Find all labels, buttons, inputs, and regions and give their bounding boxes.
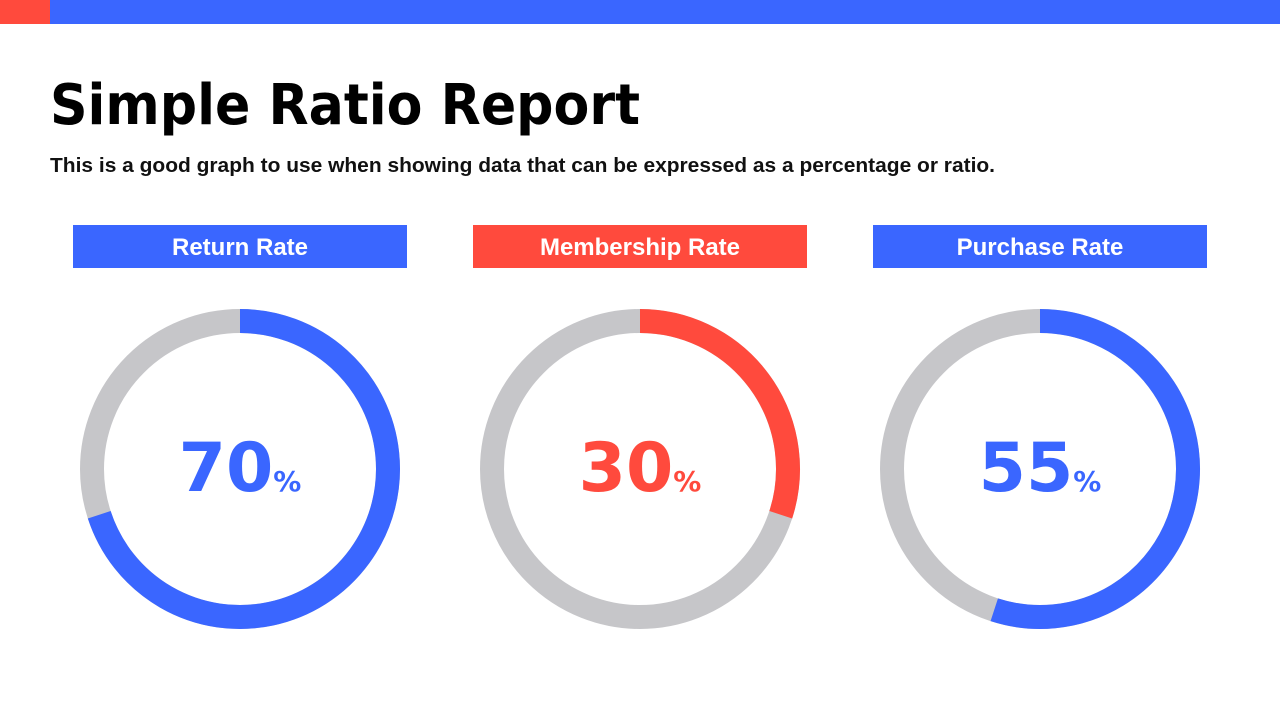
value-number: 70 — [179, 429, 274, 508]
value-label: 55% — [979, 429, 1102, 508]
chart-title: Membership Rate — [540, 234, 740, 261]
chart-title: Purchase Rate — [957, 234, 1124, 261]
value-label: 70% — [179, 429, 302, 508]
top-bar — [0, 0, 1280, 24]
donut-chart: Return Rate 70% — [73, 225, 407, 629]
value-unit: % — [273, 465, 301, 498]
value-number: 55 — [979, 429, 1074, 508]
chart-header — [73, 225, 407, 268]
chart-header — [873, 225, 1207, 268]
donut-arc — [990, 309, 1200, 629]
donut-chart: Membership Rate 30% — [473, 225, 807, 629]
chart-header — [473, 225, 807, 268]
top-bar-accent — [0, 0, 50, 24]
donut-arc — [87, 309, 400, 629]
value-unit: % — [1073, 465, 1101, 498]
page-title: Simple Ratio Report — [50, 73, 640, 138]
page-subtitle: This is a good graph to use when showing… — [50, 155, 995, 177]
donut-arc — [639, 309, 800, 519]
value-number: 30 — [579, 429, 674, 508]
donut-chart: Purchase Rate 55% — [873, 225, 1207, 629]
value-unit: % — [673, 465, 701, 498]
value-label: 30% — [579, 429, 702, 508]
chart-title: Return Rate — [172, 234, 308, 261]
